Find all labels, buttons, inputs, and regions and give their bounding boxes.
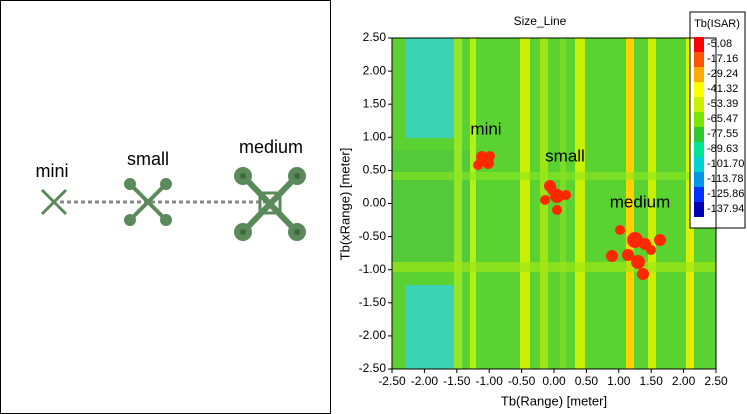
colorbar-label: -77.55 — [707, 128, 738, 140]
colorbar-label: -89.63 — [707, 143, 738, 155]
annotation: small — [545, 146, 585, 165]
colorbar-swatch — [694, 157, 704, 172]
colorbar-label: -137.94 — [707, 203, 744, 215]
colorbar-swatch — [694, 187, 704, 202]
drone-small — [124, 178, 172, 226]
annotation: medium — [610, 192, 670, 211]
drone-label: mini — [35, 161, 68, 181]
x-tick-label: 2.50 — [704, 374, 728, 388]
x-tick-label: -2.50 — [378, 374, 406, 388]
y-tick-label: 1.50 — [363, 96, 387, 110]
colorbar-label: -65.47 — [707, 113, 738, 125]
colorbar-title: Tb(ISAR) — [694, 18, 740, 30]
y-tick-label: -2.00 — [359, 328, 387, 342]
x-tick-label: -2.00 — [411, 374, 439, 388]
colorbar-label: -41.32 — [707, 83, 738, 95]
y-axis-label: Tb(xRange) [meter] — [337, 148, 352, 261]
colorbar-label: -53.39 — [707, 98, 738, 110]
x-tick-label: -1.00 — [476, 374, 504, 388]
x-axis-label: Tb(Range) [meter] — [501, 393, 607, 408]
y-tick-label: -2.50 — [359, 361, 387, 375]
drone-label: small — [127, 149, 169, 169]
y-tick-label: 1.00 — [363, 129, 387, 143]
x-tick-label: 1.00 — [607, 374, 631, 388]
y-tick-label: 0.50 — [363, 163, 387, 177]
colorbar-label: -17.16 — [707, 53, 738, 65]
y-tick-label: 2.00 — [363, 63, 387, 77]
x-tick-label: 0.00 — [542, 374, 566, 388]
colorbar-label: -113.78 — [707, 173, 744, 185]
colorbar-label: -5.08 — [707, 38, 732, 50]
y-tick-label: -1.50 — [359, 295, 387, 309]
colorbar-swatch — [694, 82, 704, 97]
y-tick-label: -0.50 — [359, 229, 387, 243]
drone-mini — [40, 188, 68, 216]
colorbar-swatch — [694, 67, 704, 82]
x-tick-label: -1.50 — [443, 374, 471, 388]
colorbar-swatch — [694, 97, 704, 112]
y-tick-label: -1.00 — [359, 262, 387, 276]
drone-medium — [234, 167, 306, 241]
colorbar-swatch — [694, 202, 704, 217]
x-tick-label: -0.50 — [508, 374, 536, 388]
x-tick-label: 2.00 — [672, 374, 696, 388]
y-tick-label: 2.50 — [363, 30, 387, 44]
x-tick-label: 1.50 — [640, 374, 664, 388]
x-tick-label: 0.50 — [575, 374, 599, 388]
colorbar-swatch — [694, 52, 704, 67]
chart-title: Size_Line — [514, 14, 567, 28]
drone-label: medium — [239, 137, 303, 157]
colorbar-swatch — [694, 112, 704, 127]
colorbar-swatch — [694, 142, 704, 157]
y-tick-label: 0.00 — [363, 196, 387, 210]
colorbar-label: -101.70 — [707, 158, 744, 170]
colorbar-swatch — [694, 127, 704, 142]
colorbar-swatch — [694, 37, 704, 52]
colorbar-label: -125.86 — [707, 188, 744, 200]
colorbar-swatch — [694, 172, 704, 187]
colorbar-label: -29.24 — [707, 68, 738, 80]
annotation: mini — [470, 119, 501, 138]
